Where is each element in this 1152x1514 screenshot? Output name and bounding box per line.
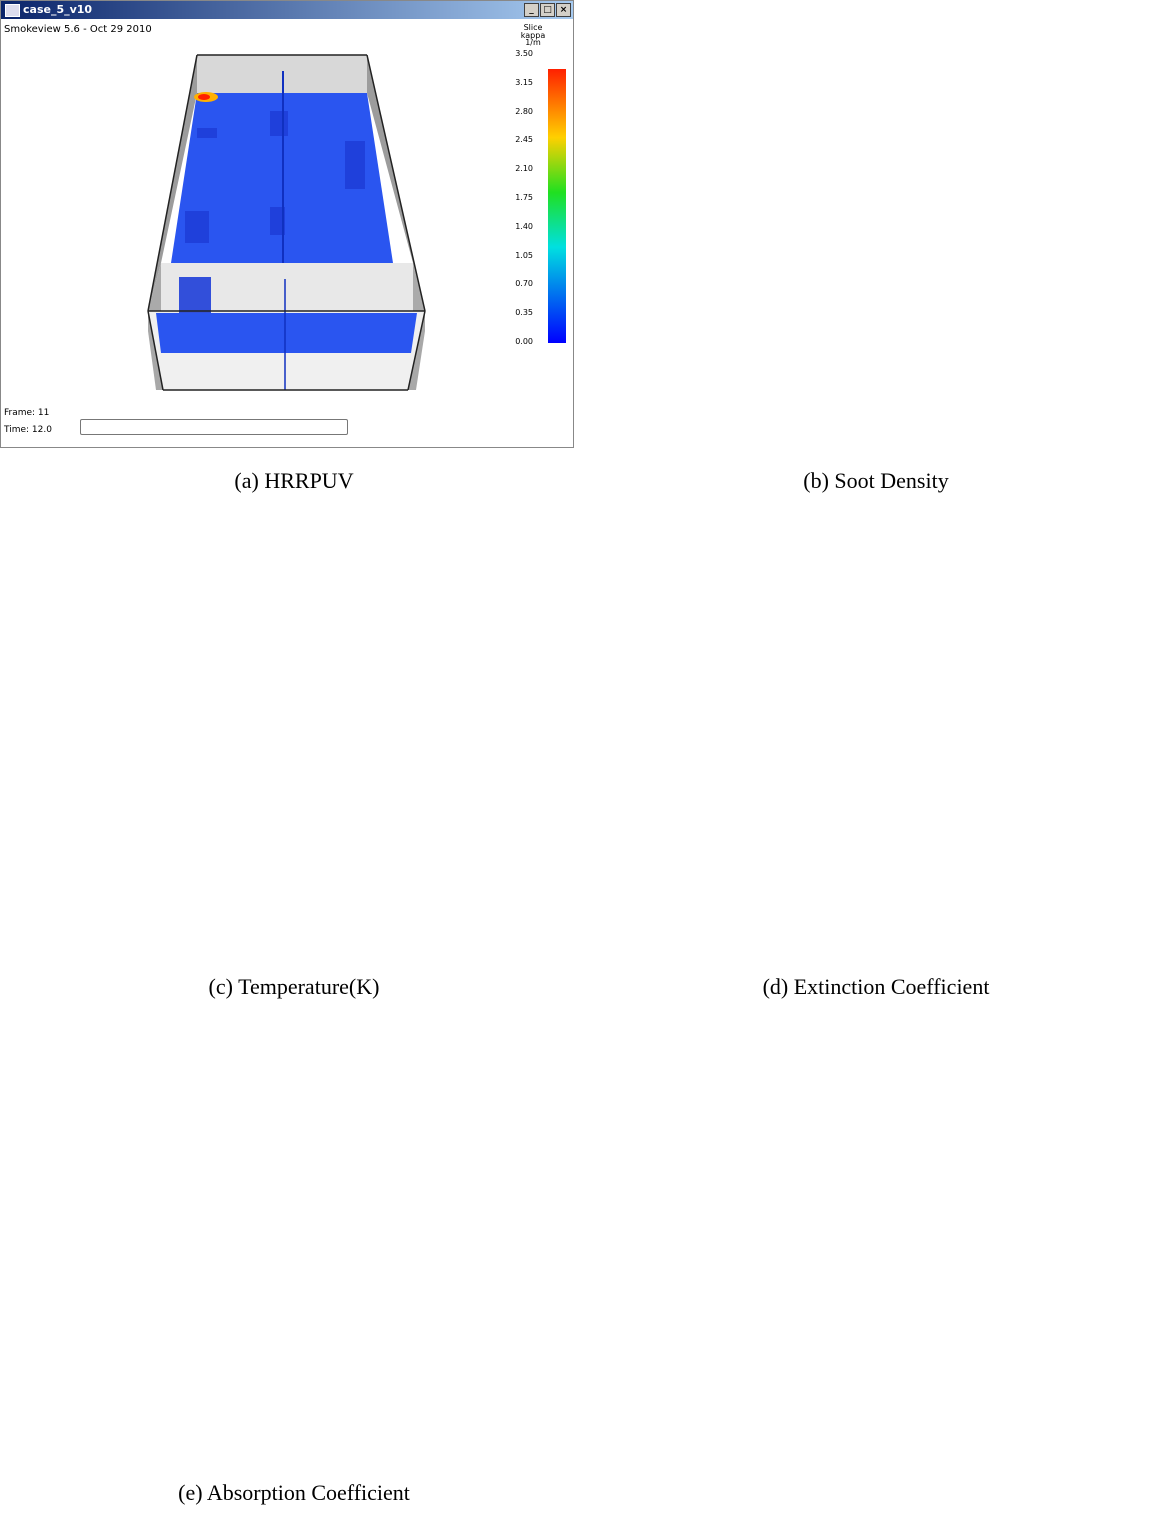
caption: (c) Temperature(K) [209, 974, 380, 1000]
obstruction [270, 111, 288, 136]
colorbar-label: 0.00 [515, 337, 533, 346]
colorbar-label: 1.40 [515, 222, 533, 231]
scene [1, 1, 573, 447]
colorbar-label: 2.80 [515, 107, 533, 116]
figure: case_5_v10_□×Smokeview 5.6 - Oct 29 2010… [0, 0, 1152, 1514]
colorbar-label: 3.50 [515, 49, 533, 58]
time-label: Time: 12.0 [4, 425, 52, 435]
frame-label: Frame: 11 [4, 408, 49, 418]
obstruction [345, 141, 365, 189]
obstruction [179, 277, 211, 313]
colorbar-label: 2.10 [515, 164, 533, 173]
caption: (a) HRRPUV [234, 468, 353, 494]
caption: (d) Extinction Coefficient [763, 974, 990, 1000]
colorbar-label: 0.35 [515, 308, 533, 317]
colorbar-header: 1/m [513, 39, 553, 47]
colorbar [548, 69, 566, 343]
hot-spot-core [198, 94, 210, 100]
colorbar-label: 1.75 [515, 193, 533, 202]
colorbar-label: 1.05 [515, 251, 533, 260]
colorbar-label: 3.15 [515, 78, 533, 87]
window: case_5_v10_□×Smokeview 5.6 - Oct 29 2010… [0, 0, 574, 448]
colorbar-label: 0.70 [515, 279, 533, 288]
caption: (e) Absorption Coefficient [178, 1480, 410, 1506]
caption: (b) Soot Density [803, 468, 948, 494]
colorbar-label: 2.45 [515, 135, 533, 144]
obstruction [197, 128, 217, 138]
obstruction [185, 211, 209, 243]
time-slider[interactable] [80, 419, 348, 435]
scene-shape [156, 313, 417, 353]
